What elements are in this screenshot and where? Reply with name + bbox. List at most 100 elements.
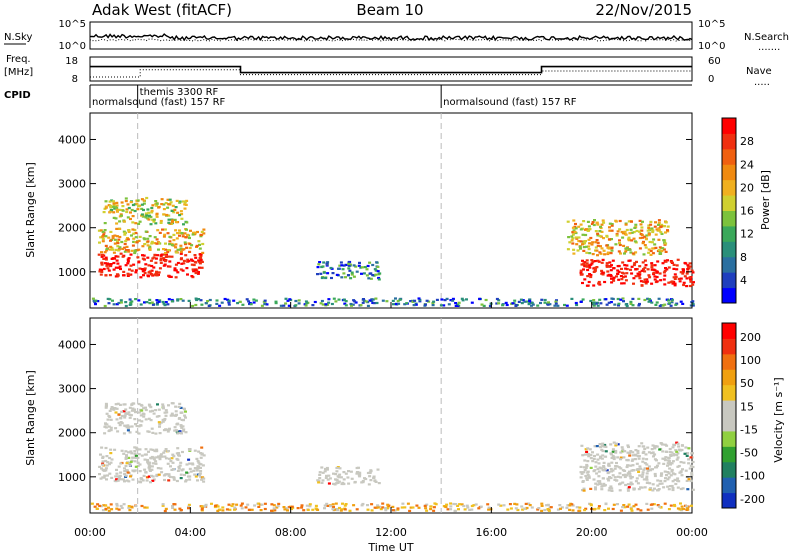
range-cell (159, 454, 163, 457)
range-cell (631, 252, 635, 255)
range-cell (366, 504, 369, 507)
range-cell (673, 282, 677, 285)
range-cell (682, 268, 685, 271)
range-cell (157, 271, 161, 274)
range-cell (622, 300, 625, 303)
range-cell (253, 504, 257, 507)
velocity-scatter (90, 318, 695, 513)
range-cell (353, 480, 357, 484)
range-cell (108, 456, 112, 460)
range-cell (206, 300, 210, 303)
range-cell (332, 297, 336, 300)
range-cell (186, 273, 189, 276)
range-cell (605, 303, 609, 306)
range-cell (296, 507, 300, 510)
range-cell (344, 503, 348, 506)
colorbar-tick-label: -100 (740, 470, 765, 483)
range-cell (105, 249, 109, 252)
range-cell (653, 269, 657, 272)
range-cell (592, 304, 596, 307)
range-cell (115, 227, 119, 230)
range-cell (672, 454, 676, 457)
range-cell (114, 275, 118, 278)
range-cell (138, 463, 142, 466)
range-cell (377, 482, 381, 485)
range-cell (154, 272, 158, 275)
range-cell (628, 472, 632, 475)
range-cell (609, 452, 613, 455)
range-cell (678, 508, 682, 511)
range-cell (186, 258, 190, 261)
range-cell (107, 269, 111, 272)
range-cell (671, 488, 675, 492)
range-cell (341, 502, 344, 505)
range-cell (566, 220, 570, 223)
range-cell (115, 468, 118, 471)
range-cell (574, 222, 577, 226)
range-cell (178, 430, 182, 433)
range-cell (670, 298, 674, 301)
range-cell (107, 509, 111, 512)
range-cell (667, 472, 671, 475)
range-cell (608, 261, 612, 264)
range-cell (114, 217, 118, 220)
range-cell (617, 466, 621, 469)
range-cell (668, 485, 672, 488)
range-cell (446, 508, 450, 511)
range-cell (131, 469, 135, 472)
range-cell (110, 508, 114, 511)
range-cell (149, 223, 153, 226)
range-cell (213, 505, 217, 509)
range-cell (117, 413, 121, 416)
range-cell (528, 298, 532, 301)
range-cell (125, 469, 129, 472)
range-cell (596, 244, 600, 247)
range-cell (650, 448, 654, 451)
range-cell (596, 458, 600, 461)
range-cell (516, 508, 520, 512)
range-cell (147, 218, 151, 221)
range-cell (167, 203, 171, 206)
range-cell (176, 271, 180, 274)
range-cell (361, 301, 365, 304)
range-cell (167, 474, 171, 477)
nsky-label: N.Sky (4, 32, 32, 43)
range-cell (188, 478, 192, 481)
range-cell (344, 472, 348, 475)
range-cell (132, 240, 136, 243)
range-cell (643, 280, 647, 283)
range-cell (629, 464, 633, 467)
range-cell (103, 229, 107, 232)
range-cell (114, 427, 118, 430)
range-cell (591, 303, 595, 306)
range-cell (391, 509, 395, 512)
range-cell (164, 414, 168, 417)
range-cell (164, 242, 167, 245)
range-cell (178, 231, 182, 234)
range-cell (592, 284, 596, 287)
range-cell (188, 236, 191, 240)
range-cell (653, 472, 657, 476)
range-cell (133, 450, 137, 453)
range-cell (325, 474, 328, 477)
range-cell (439, 304, 443, 307)
range-cell (140, 420, 144, 423)
range-cell (362, 298, 365, 301)
range-cell (151, 303, 155, 306)
range-cell (142, 199, 146, 202)
range-cell (151, 204, 155, 207)
y-tick-label: 2000 (58, 222, 86, 235)
range-cell (653, 453, 657, 456)
range-cell (414, 303, 418, 306)
range-cell (116, 475, 120, 478)
range-cell (180, 217, 184, 220)
range-cell (239, 504, 243, 507)
range-cell (159, 467, 163, 470)
range-cell (185, 463, 189, 466)
range-cell (128, 464, 132, 467)
range-cell (122, 230, 126, 233)
range-cell (596, 304, 600, 307)
range-cell (314, 504, 318, 507)
range-cell (417, 297, 421, 300)
range-cell (194, 271, 198, 275)
